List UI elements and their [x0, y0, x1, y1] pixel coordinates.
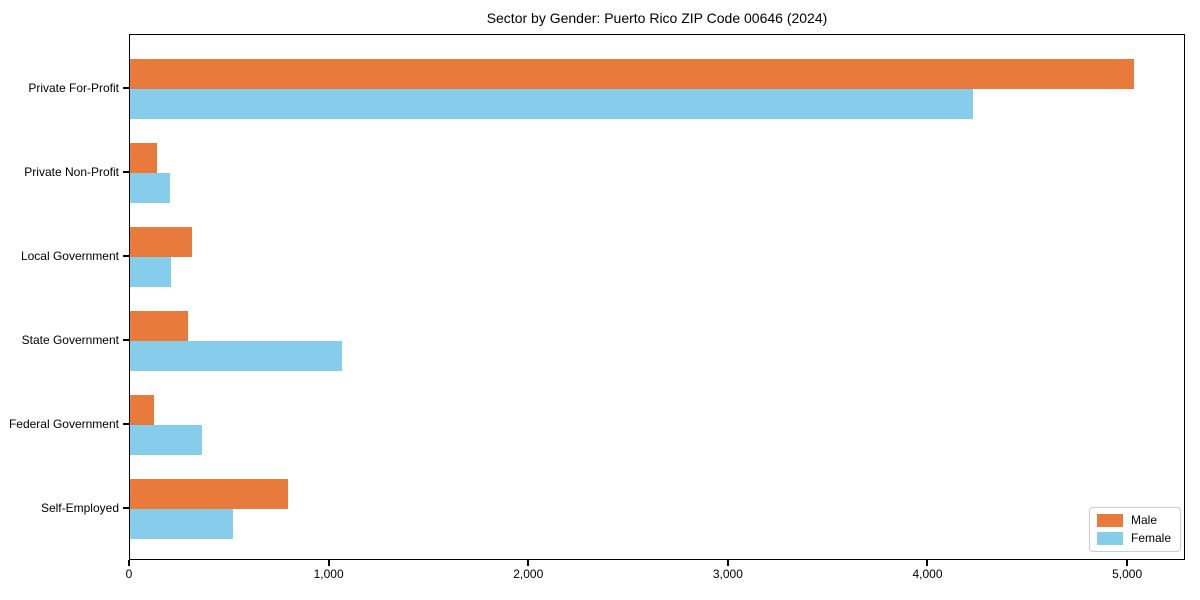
x-tick-label: 2,000 — [513, 567, 544, 581]
bar-male-local-government — [130, 227, 192, 257]
bar-female-state-government — [130, 341, 343, 371]
x-tick-mark — [726, 560, 729, 566]
bar-male-private-for-profit — [130, 59, 1135, 89]
bar-male-self-employed — [130, 479, 289, 509]
y-tick-label: State Government — [21, 333, 119, 347]
legend-entry-male: Male — [1097, 514, 1180, 527]
legend: Male Female — [1089, 507, 1181, 552]
bar-female-private-non-profit — [130, 173, 170, 203]
legend-swatch-female — [1097, 532, 1123, 545]
y-tick-mark — [123, 507, 129, 509]
legend-entry-female: Female — [1097, 532, 1180, 545]
y-tick-label: Private For-Profit — [28, 81, 119, 95]
legend-label-male: Male — [1131, 513, 1158, 527]
x-tick-label: 4,000 — [912, 567, 943, 581]
chart-title: Sector by Gender: Puerto Rico ZIP Code 0… — [486, 10, 828, 26]
x-tick-mark — [527, 560, 530, 566]
y-tick-label: Self-Employed — [40, 501, 119, 515]
bar-female-self-employed — [130, 509, 233, 539]
x-tick-mark — [327, 560, 330, 566]
bar-male-state-government — [130, 311, 188, 341]
y-tick-mark — [123, 423, 129, 425]
y-tick-mark — [123, 87, 129, 89]
y-tick-mark — [123, 171, 129, 173]
bar-female-private-for-profit — [130, 89, 973, 119]
bar-male-private-non-profit — [130, 143, 157, 173]
x-tick-mark — [128, 560, 130, 566]
y-tick-mark — [123, 339, 129, 341]
bar-female-local-government — [130, 257, 171, 287]
y-tick-label: Private Non-Profit — [24, 165, 119, 179]
legend-label-female: Female — [1131, 531, 1172, 545]
x-tick-mark — [926, 560, 929, 566]
bar-female-federal-government — [130, 425, 202, 455]
bar-male-federal-government — [130, 395, 154, 425]
x-tick-label: 0 — [125, 567, 133, 581]
legend-swatch-male — [1097, 514, 1123, 527]
x-tick-label: 3,000 — [712, 567, 743, 581]
y-tick-label: Local Government — [20, 249, 119, 263]
y-tick-label: Federal Government — [8, 417, 119, 431]
x-tick-label: 5,000 — [1112, 567, 1143, 581]
plot-area — [129, 34, 1185, 560]
y-tick-mark — [123, 255, 129, 257]
x-tick-mark — [1126, 560, 1129, 566]
x-tick-label: 1,000 — [313, 567, 344, 581]
